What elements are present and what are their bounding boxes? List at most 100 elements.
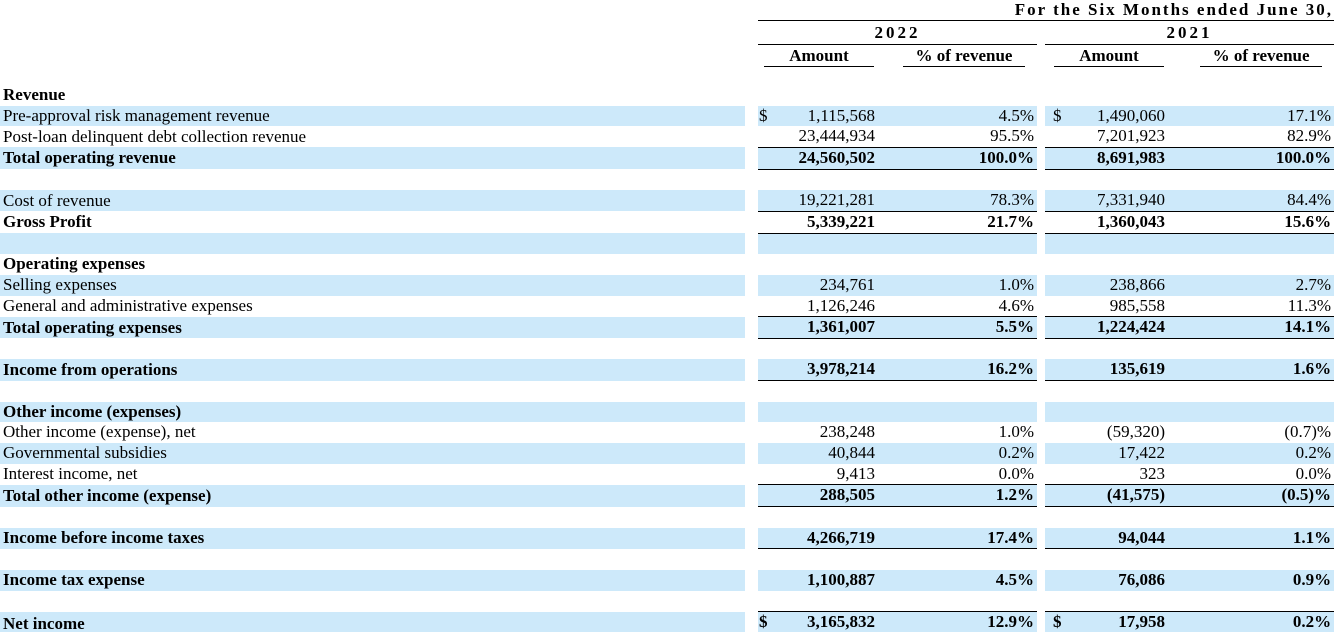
empty-label-cell bbox=[0, 233, 745, 255]
amount-2021: 7,331,940 bbox=[1045, 190, 1170, 212]
column-gap bbox=[745, 233, 758, 254]
row-label: General and administrative expenses bbox=[3, 296, 253, 316]
table-row: Pre-approval risk management revenue $1,1… bbox=[0, 105, 1334, 127]
row-label: Revenue bbox=[3, 85, 66, 104]
amount-2022 bbox=[758, 233, 880, 255]
column-gap bbox=[1037, 549, 1045, 570]
amount-value: 1,360,043 bbox=[1097, 211, 1165, 231]
column-gap bbox=[745, 422, 758, 443]
table-row: Income from operations 3,978,214 16.2% 135,… bbox=[0, 359, 1334, 382]
pct-2022: 1.2% bbox=[880, 484, 1037, 508]
amount-2021: 7,201,923 bbox=[1045, 126, 1170, 148]
amount-value: 94,044 bbox=[1118, 527, 1165, 547]
row-label: Other income (expenses) bbox=[0, 401, 745, 423]
amount-2021 bbox=[1045, 233, 1170, 255]
table-row: Governmental subsidies 40,844 0.2% 17,422 0.… bbox=[0, 443, 1334, 464]
column-gap bbox=[1037, 528, 1045, 549]
pct-2021 bbox=[1170, 381, 1334, 402]
column-gap bbox=[1037, 85, 1045, 106]
row-label: Income tax expense bbox=[0, 570, 745, 591]
pct-header-2021: % of revenue bbox=[1200, 45, 1323, 67]
amount-2022 bbox=[758, 169, 880, 190]
amount-value: 7,201,923 bbox=[1097, 126, 1165, 146]
column-gap bbox=[1037, 612, 1045, 632]
amount-2021: 76,086 bbox=[1045, 570, 1170, 591]
column-gap bbox=[1037, 381, 1045, 402]
amount-value: 323 bbox=[1139, 463, 1166, 483]
empty-label-cell bbox=[0, 381, 745, 402]
column-gap bbox=[1037, 464, 1045, 485]
table-row: Net income $3,165,832 12.9% $17,958 0.2% bbox=[0, 611, 1334, 632]
row-label: Total operating expenses bbox=[0, 316, 745, 339]
amount-2021: 1,360,043 bbox=[1045, 211, 1170, 234]
amount-value: 234,761 bbox=[819, 274, 875, 294]
table-row: Cost of revenue 19,221,281 78.3% 7,331,940 8… bbox=[0, 190, 1334, 212]
amount-value: 9,413 bbox=[836, 463, 875, 483]
amount-2021 bbox=[1045, 254, 1170, 275]
column-gap bbox=[1037, 211, 1045, 233]
amount-2021: (59,320) bbox=[1045, 422, 1170, 443]
amount-value: 1,490,060 bbox=[1097, 105, 1165, 125]
header-spacer-row bbox=[0, 67, 1334, 85]
column-gap bbox=[745, 359, 758, 380]
column-gap bbox=[745, 381, 758, 402]
column-gap bbox=[745, 211, 758, 233]
table-row: General and administrative expenses 1,126… bbox=[0, 295, 1334, 318]
pct-2022: 16.2% bbox=[880, 359, 1037, 382]
pct-2021: 100.0% bbox=[1170, 147, 1334, 170]
column-gap bbox=[745, 485, 758, 507]
pct-2021: 17.1% bbox=[1170, 105, 1334, 127]
amount-2021: $17,958 bbox=[1045, 611, 1170, 632]
table-row: Total operating expenses 1,361,007 5.5% 1,2… bbox=[0, 316, 1334, 339]
column-gap bbox=[745, 190, 758, 211]
column-gap bbox=[745, 443, 758, 464]
table-row: Income before income taxes 4,266,719 17.4%… bbox=[0, 527, 1334, 550]
pct-2022: 17.4% bbox=[880, 527, 1037, 550]
period-title: For the Six Months ended June 30, bbox=[758, 0, 1334, 21]
column-gap bbox=[1037, 443, 1045, 464]
amount-2022 bbox=[758, 254, 880, 275]
table-row: Gross Profit 5,339,221 21.7% 1,360,043 15.6% bbox=[0, 211, 1334, 234]
amount-2021 bbox=[1045, 169, 1170, 190]
column-gap bbox=[1037, 359, 1045, 380]
pct-2021: 15.6% bbox=[1170, 211, 1334, 234]
column-gap bbox=[745, 169, 758, 190]
amount-value: 135,619 bbox=[1109, 359, 1165, 379]
column-gap bbox=[1037, 147, 1045, 169]
pct-2022: 0.2% bbox=[880, 443, 1037, 464]
pct-2022 bbox=[880, 591, 1037, 612]
amount-value: 1,126,246 bbox=[807, 295, 875, 315]
column-gap bbox=[745, 147, 758, 169]
amount-2021: 238,866 bbox=[1045, 274, 1170, 296]
amount-2022: 288,505 bbox=[758, 484, 880, 508]
table-row: Total operating revenue 24,560,502 100.0% 8… bbox=[0, 147, 1334, 170]
empty-label-cell bbox=[0, 507, 745, 528]
amount-value: 1,361,007 bbox=[807, 317, 875, 337]
table-row: Income tax expense 1,100,887 4.5% 76,086 0.9… bbox=[0, 570, 1334, 591]
pct-2021 bbox=[1170, 401, 1334, 423]
row-label: Net income bbox=[0, 611, 745, 632]
amount-2021 bbox=[1045, 338, 1170, 359]
pct-2021 bbox=[1170, 233, 1334, 255]
column-gap bbox=[1037, 190, 1045, 211]
amount-2022 bbox=[758, 591, 880, 612]
pct-2021 bbox=[1170, 549, 1334, 570]
spacer-row bbox=[0, 549, 1334, 570]
pct-2022: 12.9% bbox=[880, 611, 1037, 632]
amount-2022: 19,221,281 bbox=[758, 190, 880, 212]
amount-2022: 5,339,221 bbox=[758, 211, 880, 234]
spacer-row bbox=[0, 507, 1334, 528]
pct-2021: 0.0% bbox=[1170, 463, 1334, 486]
amount-header-2021: Amount bbox=[1054, 45, 1164, 67]
dollar-sign: $ bbox=[759, 105, 768, 125]
column-gap bbox=[745, 296, 758, 317]
column-gap bbox=[745, 106, 758, 127]
amount-header-2022: Amount bbox=[764, 45, 874, 67]
amount-2021: 1,224,424 bbox=[1045, 316, 1170, 339]
table-row: Operating expenses bbox=[0, 254, 1334, 275]
column-gap bbox=[745, 338, 758, 359]
header-years-row: 2022 2021 bbox=[0, 20, 1334, 45]
column-gap bbox=[1037, 485, 1045, 507]
